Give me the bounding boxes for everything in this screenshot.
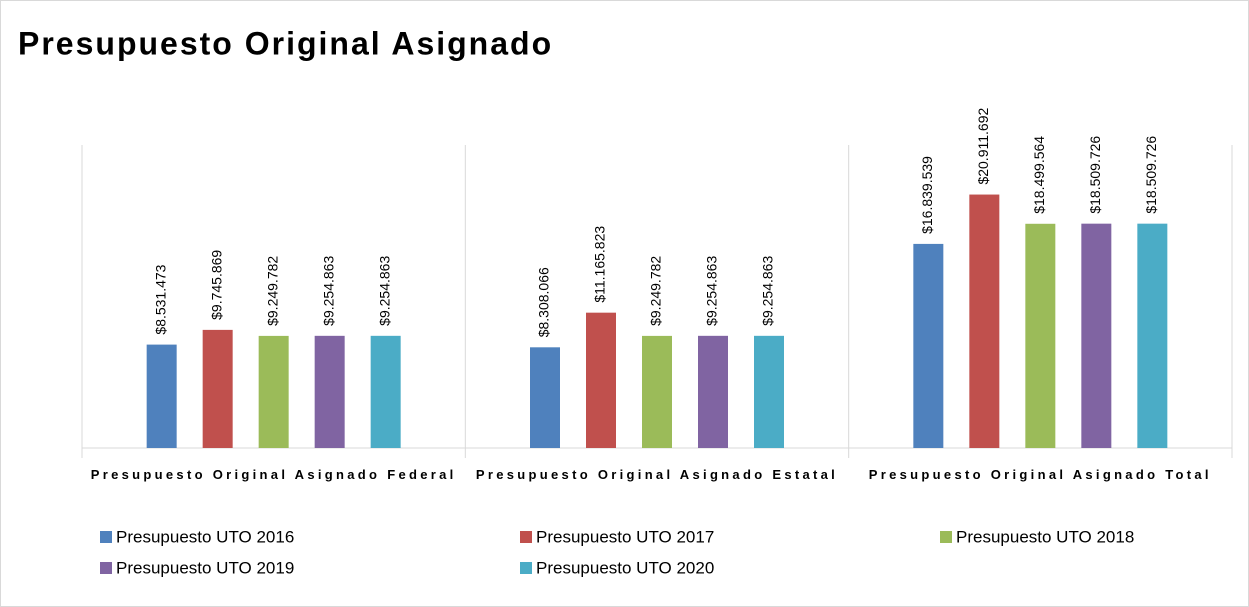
- value-label: $9.745.869: [208, 250, 224, 320]
- value-label: $8.531.473: [152, 264, 168, 334]
- bar: [258, 335, 289, 448]
- bar: [969, 194, 1000, 448]
- legend-label: Presupuesto UTO 2020: [536, 558, 714, 577]
- value-label: $11.165.823: [592, 226, 608, 303]
- value-label: $18.499.564: [1031, 136, 1047, 214]
- bar: [754, 335, 784, 448]
- legend-label: Presupuesto UTO 2019: [116, 558, 294, 577]
- value-label: $20.911.692: [975, 108, 991, 185]
- bar: [1081, 223, 1112, 448]
- bar: [146, 344, 177, 448]
- value-label: $18.509.726: [1087, 136, 1103, 214]
- bar: [370, 335, 401, 448]
- bar: [642, 335, 672, 448]
- value-label: $16.839.539: [919, 156, 935, 234]
- value-label: $9.254.863: [760, 256, 776, 326]
- value-label: $9.249.782: [648, 256, 664, 326]
- chart-title: Presupuesto Original Asignado: [18, 25, 553, 61]
- legend-label: Presupuesto UTO 2016: [116, 527, 294, 546]
- value-label: $8.308.066: [536, 267, 552, 337]
- value-label: $9.249.782: [264, 256, 280, 326]
- bar: [913, 243, 944, 448]
- legend-swatch: [940, 531, 952, 543]
- value-label: $9.254.863: [704, 256, 720, 326]
- x-tick-label: Presupuesto Original Asignado Federal: [90, 467, 457, 482]
- legend-swatch: [100, 562, 112, 574]
- legend-label: Presupuesto UTO 2018: [956, 527, 1134, 546]
- value-label: $9.254.863: [320, 256, 336, 326]
- bar: [202, 329, 233, 448]
- bar: [1137, 223, 1168, 448]
- bar: [698, 335, 728, 448]
- value-label: $18.509.726: [1143, 136, 1159, 214]
- legend-label: Presupuesto UTO 2017: [536, 527, 714, 546]
- x-tick-label: Presupuesto Original Asignado Estatal: [475, 467, 839, 482]
- x-tick-label: Presupuesto Original Asignado Total: [868, 467, 1212, 482]
- bar: [586, 312, 616, 448]
- legend-swatch: [100, 531, 112, 543]
- bar: [530, 347, 560, 448]
- value-label: $9.254.863: [376, 256, 392, 326]
- bar: [1025, 223, 1056, 448]
- bar: [314, 335, 345, 448]
- legend-swatch: [520, 562, 532, 574]
- legend-swatch: [520, 531, 532, 543]
